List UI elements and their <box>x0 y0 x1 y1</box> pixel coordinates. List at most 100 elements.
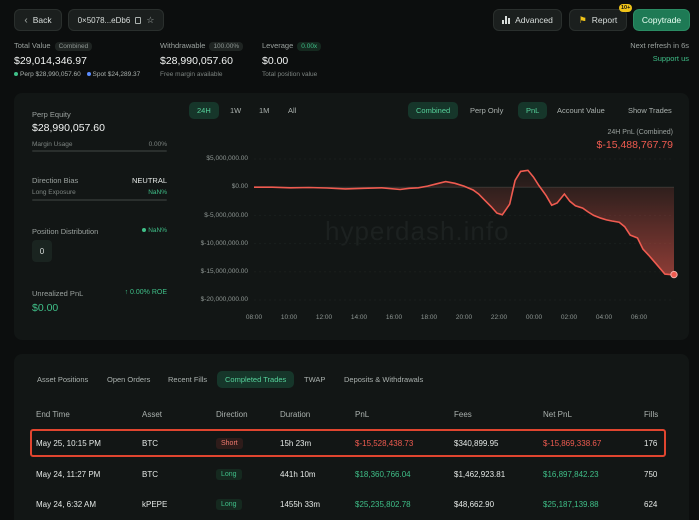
y-tick-label: $-15,000,000.00 <box>200 268 248 275</box>
spot-value: $24,289.37 <box>107 71 141 78</box>
trade-end-time: May 24, 11:27 PM <box>36 470 101 479</box>
trade-end-time: May 24, 6:32 AM <box>36 500 97 509</box>
direction-bias-label: Direction Bias <box>32 176 79 185</box>
trade-asset: BTC <box>142 439 158 448</box>
metric-account-value[interactable]: Account Value <box>557 106 605 115</box>
x-tick-label: 10:00 <box>280 314 298 321</box>
scope-combined[interactable]: Combined <box>408 102 459 119</box>
range-24h[interactable]: 24H <box>189 102 219 119</box>
wallet-address: 0×5078...eDb6 <box>77 15 131 25</box>
leverage-sub: Total position value <box>262 71 318 78</box>
margin-usage-value: 0.00% <box>148 141 167 148</box>
report-label: Report <box>591 15 618 25</box>
leverage-badge: 0.00x <box>297 42 322 51</box>
range-1m[interactable]: 1M <box>259 106 270 115</box>
leverage-value: $0.00 <box>262 55 289 67</box>
column-header[interactable]: PnL <box>355 410 370 419</box>
tab-asset-positions[interactable]: Asset Positions <box>37 375 89 384</box>
watermark: hyperdash.info <box>325 216 510 246</box>
flag-icon: ⚑ <box>578 14 587 25</box>
scope-perp-only[interactable]: Perp Only <box>470 106 504 115</box>
position-distribution-value: NaN% <box>120 227 167 234</box>
long-exposure-label: Long Exposure <box>32 189 76 196</box>
column-header[interactable]: Fees <box>454 410 472 419</box>
advanced-label: Advanced <box>515 15 553 25</box>
report-badge: 10+ <box>619 4 633 12</box>
pnl-end-point <box>670 270 678 279</box>
show-trades-toggle[interactable]: Show Trades <box>628 106 672 115</box>
column-header[interactable]: Net PnL <box>543 410 572 419</box>
trade-net-pnl: $25,187,139.88 <box>543 500 599 509</box>
x-tick-label: 02:00 <box>560 314 578 321</box>
leverage-label: Leverage <box>262 41 294 50</box>
column-header[interactable]: Direction <box>216 410 248 419</box>
trade-duration: 15h 23m <box>280 439 312 448</box>
total-value-label: Total Value <box>14 41 51 50</box>
withdrawable-badge: 100.00% <box>209 42 244 51</box>
back-button[interactable]: ‹ Back <box>14 9 62 31</box>
unrealized-pnl-value: $0.00 <box>32 302 59 314</box>
tab-deposits-withdrawals[interactable]: Deposits & Withdrawals <box>344 375 424 384</box>
trade-fills: 750 <box>644 470 658 479</box>
pnl-chart <box>254 169 678 279</box>
x-tick-label: 12:00 <box>315 314 333 321</box>
x-tick-label: 08:00 <box>245 314 263 321</box>
column-header[interactable]: Asset <box>142 410 163 419</box>
pnl-area <box>254 170 674 275</box>
support-link[interactable]: Support us <box>652 54 689 63</box>
pnl-line <box>254 169 674 276</box>
trade-fills: 624 <box>644 500 658 509</box>
tab-recent-fills[interactable]: Recent Fills <box>168 375 208 384</box>
trade-duration: 441h 10m <box>280 470 316 479</box>
trade-fees: $48,662.90 <box>454 500 495 509</box>
position-distribution-percent: NaN% <box>148 227 167 234</box>
y-tick-label: $-5,000,000.00 <box>204 212 248 219</box>
direction-bias-value: NEUTRAL <box>131 176 167 185</box>
column-header[interactable]: End Time <box>36 410 70 419</box>
range-1w[interactable]: 1W <box>230 106 242 115</box>
bar-chart-icon <box>502 16 511 24</box>
copytrade-button[interactable]: Copytrade <box>633 9 690 31</box>
report-button[interactable]: ⚑ Report <box>569 9 627 31</box>
advanced-button[interactable]: Advanced <box>493 9 562 31</box>
x-tick-label: 14:00 <box>350 314 368 321</box>
copy-icon[interactable] <box>135 16 142 24</box>
position-distribution-label: Position Distribution <box>32 227 99 236</box>
tab-completed-trades[interactable]: Completed Trades <box>217 371 295 388</box>
long-exposure-bar <box>32 199 167 201</box>
y-tick-label: $0.00 <box>231 183 248 190</box>
withdrawable-value: $28,990,057.60 <box>160 55 233 67</box>
perp-label: Perp <box>20 71 34 78</box>
metric-pnl[interactable]: PnL <box>518 102 548 119</box>
trade-direction-badge: Long <box>216 469 242 480</box>
column-header[interactable]: Duration <box>280 410 311 419</box>
perp-equity-value: $28,990,057.60 <box>32 122 105 134</box>
margin-usage-label: Margin Usage <box>32 141 73 148</box>
copytrade-label: Copytrade <box>641 15 682 25</box>
withdrawable-block: Withdrawable 100.00% $28,990,057.60 Free … <box>160 41 244 78</box>
chevron-left-icon: ‹ <box>24 14 28 26</box>
star-icon[interactable]: ☆ <box>146 14 155 25</box>
trade-pnl: $25,235,802.78 <box>355 500 411 509</box>
table-row[interactable] <box>30 429 666 457</box>
range-all[interactable]: All <box>288 106 297 115</box>
combined-badge: Combined <box>54 42 93 51</box>
chart-pnl-value: $-15,488,767.79 <box>596 139 673 151</box>
unrealized-pnl-label: Unrealized PnL <box>32 289 84 298</box>
position-count: 0 <box>39 246 45 256</box>
trade-direction-badge: Long <box>216 499 242 510</box>
trade-asset: BTC <box>142 470 158 479</box>
column-header[interactable]: Fills <box>644 410 659 419</box>
x-tick-label: 04:00 <box>595 314 613 321</box>
tab-twap[interactable]: TWAP <box>304 375 326 384</box>
perp-value: $28,990,057.60 <box>35 71 81 78</box>
trade-asset: kPEPE <box>142 500 168 509</box>
perp-equity-label: Perp Equity <box>32 110 71 119</box>
spot-label: Spot <box>92 71 106 78</box>
y-tick-label: $-20,000,000.00 <box>200 296 248 303</box>
leverage-block: Leverage 0.00x $0.00 Total position value <box>262 41 322 78</box>
x-tick-label: 06:00 <box>630 314 648 321</box>
tab-open-orders[interactable]: Open Orders <box>107 375 151 384</box>
margin-usage-bar <box>32 150 167 152</box>
address-chip[interactable]: 0×5078...eDb6 ☆ <box>68 9 164 31</box>
